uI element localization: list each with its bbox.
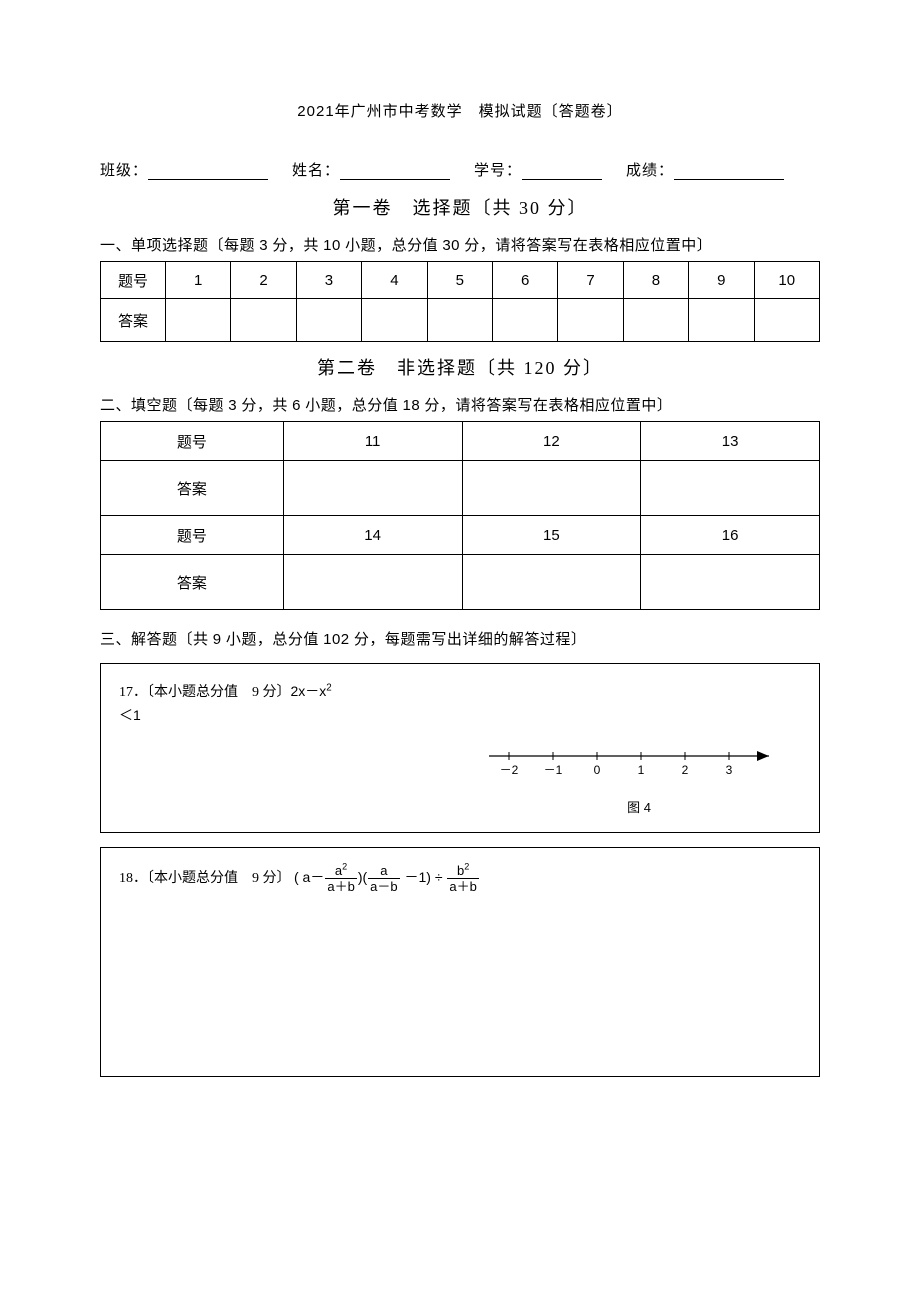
qnum-cell: 1 [166, 262, 231, 299]
qnum-cell: 16 [641, 516, 820, 555]
part3-instructions: 三、解答题〔共 9 小题，总分值 102 分，每题需写出详细的解答过程〕 [100, 628, 820, 649]
id-label: 学号： [474, 159, 522, 180]
qnum-cell: 6 [492, 262, 557, 299]
title-year: 2021 [297, 103, 334, 120]
answer-cell[interactable] [623, 299, 688, 342]
row-label-answer: 答案 [101, 299, 166, 342]
q18-formula: ( a－a2a＋b)(aa－b －1) ÷ b2a＋b [294, 869, 480, 885]
answer-cell[interactable] [296, 299, 361, 342]
table-row: 答案 [101, 555, 820, 610]
qnum-cell: 8 [623, 262, 688, 299]
fill-answer-table: 题号 11 12 13 答案 题号 14 15 16 答案 [100, 421, 820, 610]
row-label-qnum: 题号 [101, 516, 284, 555]
qnum-cell: 2 [231, 262, 296, 299]
part2-heading: 第二卷 非选择题〔共 120 分〕 [100, 354, 820, 380]
name-label: 姓名： [292, 159, 340, 180]
answer-cell[interactable] [689, 299, 754, 342]
qnum-cell: 13 [641, 422, 820, 461]
qnum-cell: 11 [283, 422, 462, 461]
svg-text:－1: －1 [544, 763, 563, 777]
fraction: aa－b [368, 864, 399, 893]
mc-answer-table: 题号 1 2 3 4 5 6 7 8 9 10 答案 [100, 261, 820, 342]
svg-text:1: 1 [638, 763, 645, 777]
answer-cell[interactable] [462, 555, 641, 610]
name-blank[interactable] [340, 163, 450, 180]
table-row: 题号 1 2 3 4 5 6 7 8 9 10 [101, 262, 820, 299]
fraction: b2a＋b [447, 864, 478, 893]
number-line-figure: －2 －1 0 1 2 3 图 4 [489, 738, 789, 816]
table-row: 答案 [101, 299, 820, 342]
qnum-cell: 5 [427, 262, 492, 299]
row-label-answer: 答案 [101, 555, 284, 610]
score-blank[interactable] [674, 163, 784, 180]
fraction: a2a＋b [325, 864, 356, 893]
qnum-cell: 4 [362, 262, 427, 299]
class-blank[interactable] [148, 163, 268, 180]
row-label-qnum: 题号 [101, 262, 166, 299]
table-row: 答案 [101, 461, 820, 516]
table-row: 题号 14 15 16 [101, 516, 820, 555]
figure-caption: 图 4 [489, 797, 789, 816]
part1-instructions: 一、单项选择题〔每题 3 分，共 10 小题，总分值 30 分，请将答案写在表格… [100, 234, 820, 255]
q17-text: 17．〔本小题总分值 9 分〕2x－x2 ＜1 [119, 680, 419, 729]
row-label-answer: 答案 [101, 461, 284, 516]
answer-cell[interactable] [641, 555, 820, 610]
part1-heading: 第一卷 选择题〔共 30 分〕 [100, 194, 820, 220]
exam-page: 2021年广州市中考数学 模拟试题〔答题卷〕 班级： 姓名： 学号： 成绩： 第… [0, 0, 920, 1301]
q18-text: 18．〔本小题总分值 9 分〕 ( a－a2a＋b)(aa－b －1) ÷ b2… [119, 864, 801, 893]
qnum-cell: 7 [558, 262, 623, 299]
table-row: 题号 11 12 13 [101, 422, 820, 461]
qnum-cell: 9 [689, 262, 754, 299]
row-label-qnum: 题号 [101, 422, 284, 461]
answer-cell[interactable] [492, 299, 557, 342]
answer-cell[interactable] [231, 299, 296, 342]
answer-cell[interactable] [462, 461, 641, 516]
doc-title: 2021年广州市中考数学 模拟试题〔答题卷〕 [100, 100, 820, 121]
student-info-line: 班级： 姓名： 学号： 成绩： [100, 159, 820, 180]
id-blank[interactable] [522, 163, 602, 180]
answer-cell[interactable] [362, 299, 427, 342]
qnum-cell: 3 [296, 262, 361, 299]
answer-cell[interactable] [641, 461, 820, 516]
svg-text:2: 2 [682, 763, 689, 777]
qnum-cell: 15 [462, 516, 641, 555]
answer-cell[interactable] [283, 461, 462, 516]
class-label: 班级： [100, 159, 148, 180]
part2-instructions: 二、填空题〔每题 3 分，共 6 小题，总分值 18 分，请将答案写在表格相应位… [100, 394, 820, 415]
score-label: 成绩： [626, 159, 674, 180]
answer-cell[interactable] [558, 299, 623, 342]
answer-cell[interactable] [166, 299, 231, 342]
answer-cell[interactable] [283, 555, 462, 610]
svg-text:3: 3 [726, 763, 733, 777]
title-rest: 年广州市中考数学 模拟试题〔答题卷〕 [335, 104, 623, 120]
svg-text:－2: －2 [500, 763, 519, 777]
number-line-icon: －2 －1 0 1 2 3 [489, 738, 789, 788]
qnum-cell: 12 [462, 422, 641, 461]
svg-text:0: 0 [594, 763, 601, 777]
question-18-box: 18．〔本小题总分值 9 分〕 ( a－a2a＋b)(aa－b －1) ÷ b2… [100, 847, 820, 1077]
answer-cell[interactable] [427, 299, 492, 342]
answer-cell[interactable] [754, 299, 819, 342]
qnum-cell: 14 [283, 516, 462, 555]
qnum-cell: 10 [754, 262, 819, 299]
question-17-box: 17．〔本小题总分值 9 分〕2x－x2 ＜1 －2 －1 0 1 2 3 图 4 [100, 663, 820, 833]
